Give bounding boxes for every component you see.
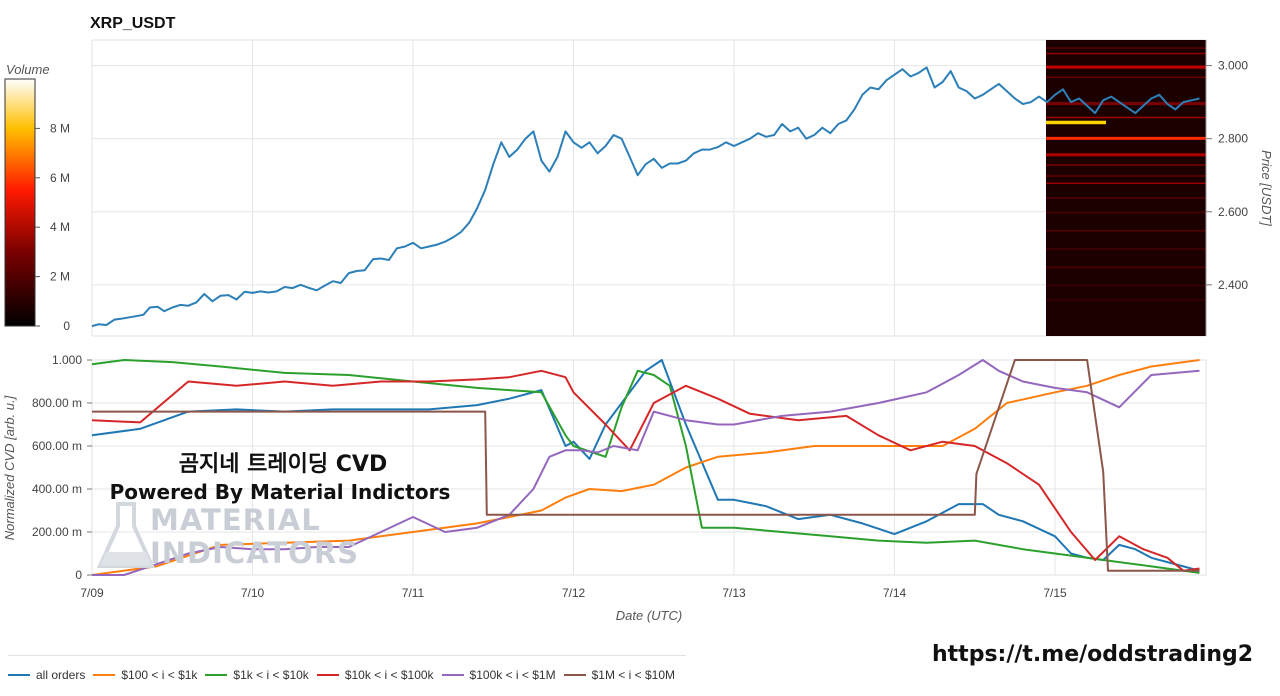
heatmap-band (1046, 116, 1206, 119)
heatmap-band (1046, 211, 1206, 214)
overlay-title: 곰지네 트레이딩 CVD (178, 452, 388, 477)
cvd-axis-label: Normalized CVD [arb. u.] (2, 395, 17, 540)
cvd-tick-label: 1.000 (52, 353, 82, 367)
legend-item-5[interactable]: $1M < i < $10M (563, 668, 675, 682)
heatmap-background (1046, 40, 1206, 336)
cvd-series-line-5 (92, 359, 1200, 572)
flask-icon (96, 502, 156, 568)
legend: all orders $100 < i < $1k $1k < i < $10k $1… (8, 655, 686, 694)
cvd-series-line-4 (92, 359, 1200, 576)
x-tick-label: 7/11 (402, 586, 425, 600)
colorbar-tick-label: 2 M (50, 270, 70, 284)
price-tick-label: 2.800 (1218, 132, 1248, 146)
price-line (91, 66, 1200, 328)
legend-item-4[interactable]: $100k < i < $1M (441, 668, 556, 682)
heatmap-band (1046, 102, 1206, 106)
heatmap-band (1046, 266, 1206, 269)
orderbook-heatmap (1046, 40, 1206, 336)
price-axis-label: Price [USDT] (1259, 150, 1274, 226)
legend-item-2[interactable]: $1k < i < $10k (205, 668, 309, 682)
colorbar (4, 78, 36, 327)
overlay-subtitle: Powered By Material Indictors (109, 480, 451, 504)
cvd-panel-frame (91, 359, 1207, 576)
x-tick-label: 7/14 (883, 586, 907, 600)
heatmap-band (1046, 197, 1206, 199)
x-tick-label: 7/15 (1043, 586, 1067, 600)
x-tick-label: 7/13 (722, 586, 746, 600)
legend-item-3[interactable]: $10k < i < $100k (316, 668, 434, 682)
watermark-line1: MATERIAL (150, 503, 321, 537)
cvd-series-line-2 (91, 359, 1200, 574)
cvd-tick-label: 800.00 m (32, 396, 82, 410)
heatmap-band (1046, 182, 1206, 185)
heatmap-hot-band (1046, 120, 1106, 125)
heatmap-band (1046, 76, 1206, 79)
heatmap-band (1046, 47, 1206, 49)
price-tick-label: 2.400 (1218, 278, 1248, 292)
telegram-link[interactable]: https://t.me/oddstrading2 (932, 642, 1254, 667)
chart-title: XRP_USDT (90, 15, 176, 32)
legend-label: $1M < i < $10M (591, 668, 675, 682)
cvd-tick-label: 200.00 m (32, 525, 82, 539)
price-tick-label: 2.600 (1218, 205, 1248, 219)
x-axis-label: Date (UTC) (616, 608, 682, 623)
heatmap-band (1046, 175, 1206, 177)
cvd-tick-label: 400.00 m (32, 482, 82, 496)
heatmap-band (1046, 164, 1206, 166)
legend-swatch (316, 674, 339, 676)
legend-label: all orders (36, 668, 86, 682)
cvd-series-line-3 (91, 369, 1200, 572)
x-tick-label: 7/12 (562, 586, 586, 600)
legend-item-1[interactable]: $100 < i < $1k (93, 668, 197, 682)
colorbar-tick-label: 0 (63, 319, 70, 333)
legend-swatch (441, 674, 464, 676)
legend-label: $1k < i < $10k (233, 668, 309, 682)
heatmap-band (1046, 65, 1206, 69)
legend-item-0[interactable]: all orders (8, 668, 85, 682)
watermark-text: MATERIAL INDICATORS (150, 504, 359, 570)
heatmap-band (1046, 284, 1206, 287)
legend-swatch (8, 674, 30, 676)
watermark-line2: INDICATORS (150, 536, 360, 570)
colorbar-title: Volume (6, 62, 50, 77)
cvd-tick-label: 600.00 m (32, 439, 82, 453)
x-tick-label: 7/09 (80, 586, 104, 600)
legend-label: $100 < i < $1k (121, 668, 198, 682)
heatmap-band (1046, 248, 1206, 250)
x-tick-label: 7/10 (241, 586, 265, 600)
heatmap-band (1046, 299, 1206, 301)
legend-label: $100k < i < $1M (469, 668, 556, 682)
legend-swatch (563, 674, 586, 676)
colorbar-ticks: 0 2 M 4 M 6 M 8 M (35, 121, 70, 333)
cvd-tick-label: 0 (75, 568, 82, 582)
colorbar-tick-label: 4 M (50, 220, 70, 234)
cvd-series-group (91, 359, 1200, 576)
chart-canvas: XRP_USDT Volume 0 2 M 4 M 6 M 8 M 2.400 2.600… (2, 15, 1274, 623)
heatmap-band (1046, 230, 1206, 232)
heatmap-band (1046, 153, 1206, 157)
legend-swatch (93, 674, 116, 676)
legend-swatch (205, 674, 228, 676)
price-tick-label: 3.000 (1218, 59, 1248, 73)
heatmap-band (1046, 52, 1206, 55)
heatmap-band (1046, 136, 1206, 140)
legend-label: $10k < i < $100k (344, 668, 434, 682)
colorbar-tick-label: 8 M (50, 121, 70, 135)
colorbar-tick-label: 6 M (50, 171, 70, 185)
